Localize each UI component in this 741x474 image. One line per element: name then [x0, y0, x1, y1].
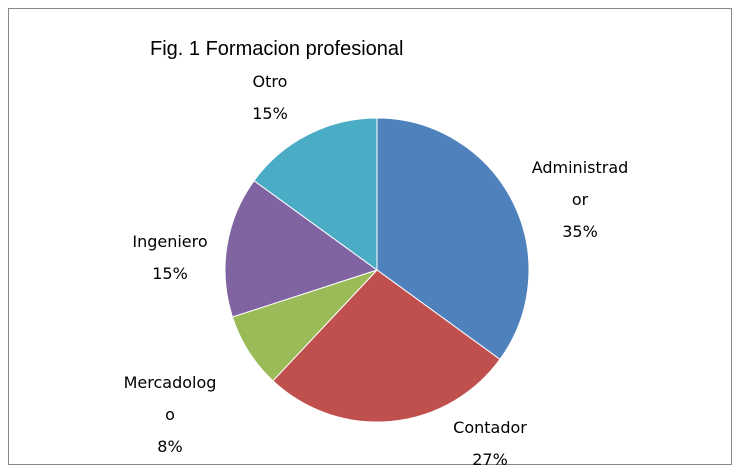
slice-value-label: 15%	[152, 264, 188, 283]
slice-label: Administrador	[531, 158, 629, 209]
slice-value-label: 15%	[252, 104, 288, 123]
slice-value-label: 27%	[472, 450, 508, 469]
pie-slice	[272, 269, 501, 423]
slice-value-label: 8%	[157, 437, 183, 456]
slice-label: Ingeniero	[132, 232, 208, 251]
slice-label: Contador	[453, 418, 527, 437]
slice-label: Mercadologo	[123, 373, 217, 424]
chart-title: Fig. 1 Formacion profesional	[150, 38, 404, 60]
slice-value-label: 35%	[562, 222, 598, 241]
chart-frame	[8, 8, 732, 465]
pie-slice	[253, 117, 378, 271]
pie-slice	[224, 179, 379, 318]
slice-label: Otro	[252, 72, 288, 91]
pie-slice	[376, 117, 530, 361]
